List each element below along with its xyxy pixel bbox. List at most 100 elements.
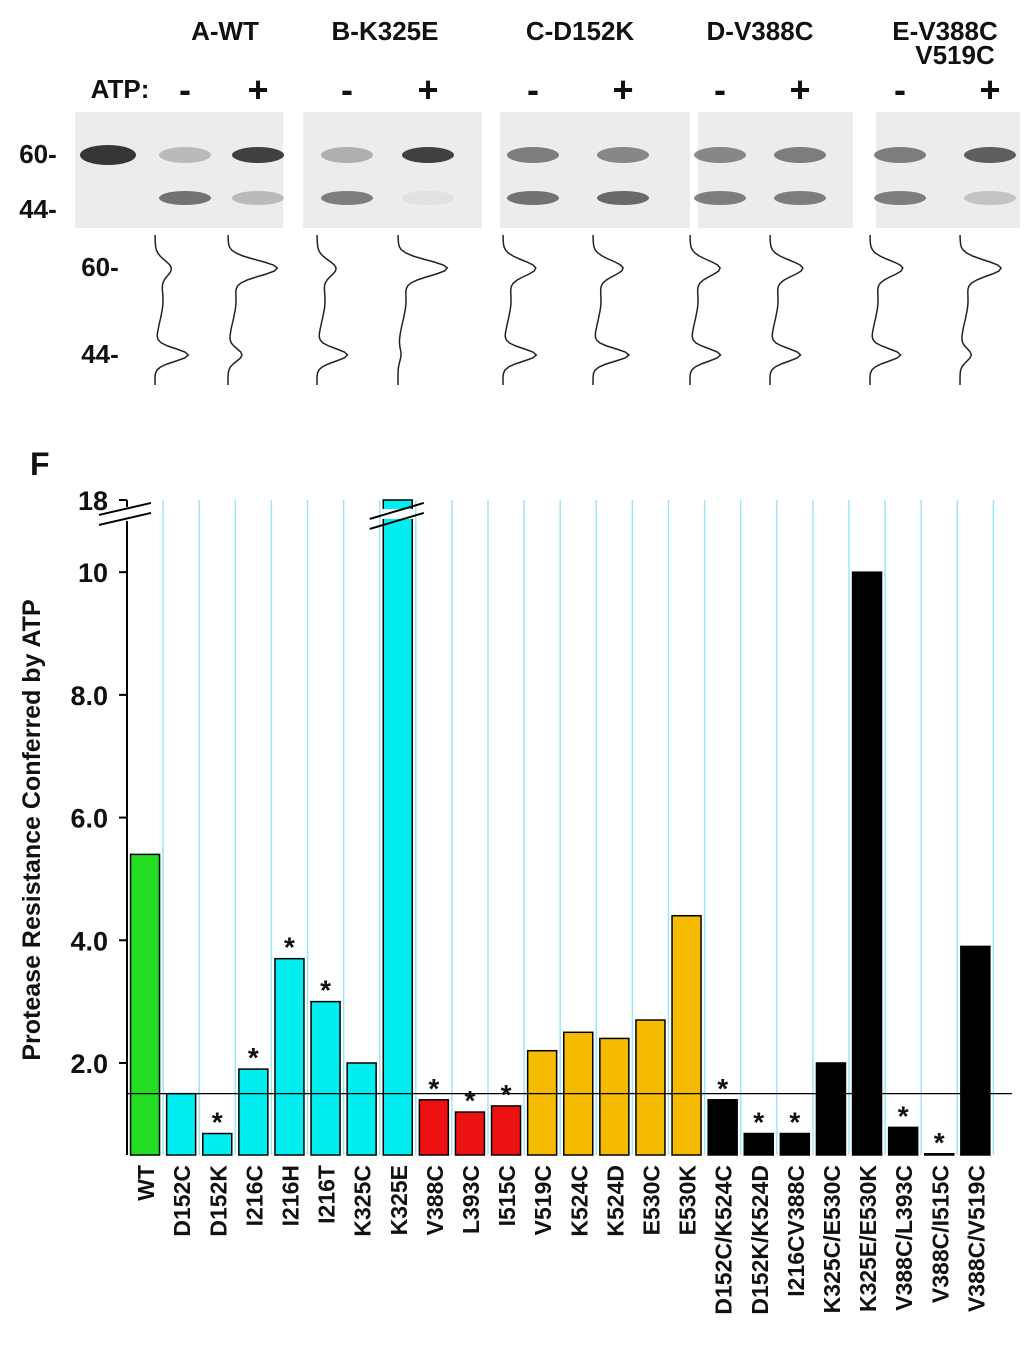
gel-band [321, 147, 373, 163]
significance-marker: * [248, 1042, 259, 1073]
significance-marker: * [501, 1079, 512, 1110]
x-tick-label: K325E/E530K [855, 1165, 881, 1312]
densitometry-trace [960, 235, 1001, 385]
atp-sign: + [417, 69, 438, 110]
densitometry-trace [503, 235, 536, 385]
y-tick-label: 8.0 [70, 681, 108, 711]
bar [419, 1100, 448, 1155]
y-tick-label: 6.0 [70, 804, 108, 834]
bar [528, 1051, 557, 1155]
atp-sign: - [179, 69, 191, 110]
atp-label: ATP: [91, 74, 150, 104]
gel-band [507, 147, 559, 163]
significance-marker: * [212, 1107, 223, 1138]
atp-sign: + [979, 69, 1000, 110]
gel-image [303, 112, 482, 228]
gel-band [597, 191, 649, 205]
densitometry-trace [593, 235, 629, 385]
gel-image [698, 112, 853, 228]
marker-band [80, 145, 136, 165]
gel-band [964, 191, 1016, 205]
atp-sign: - [341, 69, 353, 110]
atp-sign: + [789, 69, 810, 110]
gel-band [232, 147, 284, 163]
bar [131, 854, 160, 1155]
gel-band [694, 147, 746, 163]
x-tick-label: V388C/V519C [963, 1165, 989, 1312]
y-tick-label: 4.0 [70, 926, 108, 956]
x-tick-label: D152K [205, 1165, 231, 1237]
x-tick-label: K524C [566, 1165, 592, 1237]
bar [708, 1100, 737, 1155]
figure: ATP: 60- 44- 60- 44- F Protease Resistan… [0, 0, 1025, 1357]
y-tick-label: 18 [78, 486, 108, 516]
panel-label: F [30, 446, 50, 482]
densitometry-trace [155, 235, 188, 385]
y-tick-label: 10 [78, 558, 108, 588]
y-tick-label: 2.0 [70, 1049, 108, 1079]
significance-marker: * [934, 1127, 945, 1158]
x-tick-label: V519C [530, 1165, 556, 1235]
x-tick-label: V388C/I515C [927, 1165, 953, 1303]
gel-image [876, 112, 1020, 228]
x-tick-label: WT [133, 1165, 159, 1201]
x-tick-label: V388C [422, 1165, 448, 1235]
gel-band [597, 147, 649, 163]
bar [455, 1112, 484, 1155]
bar [492, 1106, 521, 1155]
bar [636, 1020, 665, 1155]
gel-band [402, 191, 454, 205]
size-marker: 60- [19, 139, 57, 169]
panel-title: A-WT [191, 16, 259, 46]
significance-marker: * [464, 1085, 475, 1116]
x-tick-label: E530K [675, 1165, 701, 1236]
densitometry-trace [770, 235, 803, 385]
atp-sign: + [247, 69, 268, 110]
gel-band [507, 191, 559, 205]
bar [167, 1094, 196, 1155]
y-axis-label: Protease Resistance Conferred by ATP [18, 599, 46, 1060]
bar [311, 1002, 340, 1155]
gel-image [75, 112, 283, 228]
gel-band [159, 147, 211, 163]
atp-sign: - [714, 69, 726, 110]
x-tick-label: I216T [314, 1165, 340, 1224]
significance-marker: * [284, 932, 295, 963]
atp-sign: + [612, 69, 633, 110]
gel-band [774, 147, 826, 163]
densitometry-trace [870, 235, 903, 385]
panel-title: D-V388C [707, 16, 814, 46]
gel-band [159, 191, 211, 205]
significance-marker: * [789, 1107, 800, 1138]
bar [816, 1063, 845, 1155]
densitometry-trace [317, 235, 348, 385]
bar [383, 500, 412, 1155]
x-tick-label: I216C [241, 1165, 267, 1226]
significance-marker: * [898, 1100, 909, 1131]
x-tick-label: E530C [638, 1165, 664, 1235]
gel-band [232, 191, 284, 205]
trace-marker: 60- [81, 252, 119, 282]
gel-band [874, 147, 926, 163]
significance-marker: * [428, 1073, 439, 1104]
x-tick-label: K524D [602, 1165, 628, 1237]
densitometry-trace [228, 235, 277, 385]
significance-marker: * [320, 975, 331, 1006]
bar [672, 916, 701, 1155]
trace-marker: 44- [81, 339, 119, 369]
atp-sign: - [894, 69, 906, 110]
bar [347, 1063, 376, 1155]
x-tick-label: K325C [350, 1165, 376, 1237]
significance-marker: * [753, 1107, 764, 1138]
bar [275, 959, 304, 1155]
x-tick-label: I216H [277, 1165, 303, 1226]
densitometry-trace [690, 235, 721, 385]
x-tick-label: D152C [169, 1165, 195, 1237]
x-tick-label: D152K/K524D [747, 1165, 773, 1315]
panel-title: V519C [915, 40, 995, 70]
atp-sign: - [527, 69, 539, 110]
gel-band [402, 147, 454, 163]
gel-band [694, 191, 746, 205]
panel-title: C-D152K [526, 16, 635, 46]
x-tick-label: I216CV388C [783, 1165, 809, 1297]
